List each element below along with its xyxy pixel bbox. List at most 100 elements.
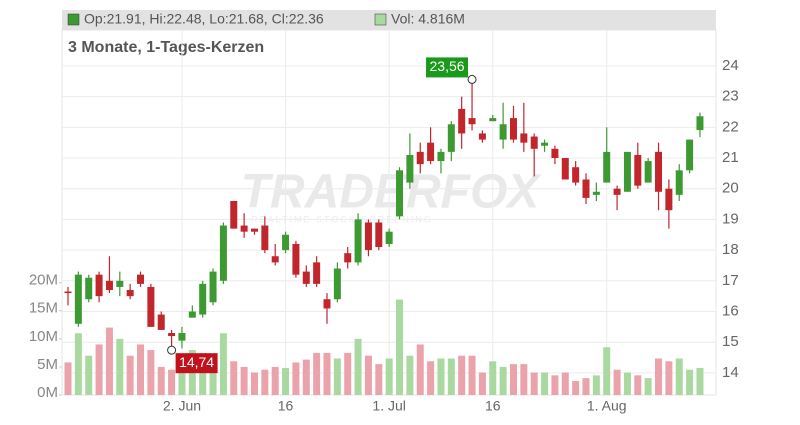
candle-body — [541, 142, 549, 146]
volume-bar — [561, 372, 569, 395]
min-marker — [167, 345, 177, 355]
candle-body — [230, 200, 238, 229]
volume-bar — [116, 338, 124, 395]
candle-body — [313, 262, 321, 284]
candle-body — [344, 253, 352, 263]
volume-bar — [447, 358, 455, 395]
volume-bar — [396, 299, 404, 395]
candle-body — [157, 314, 165, 330]
candle-body — [675, 170, 683, 195]
volume-bar — [219, 333, 227, 395]
candle-body — [499, 124, 507, 140]
volume-bar — [572, 380, 580, 395]
candle-body — [572, 167, 580, 183]
y-tick-label: 15 — [722, 333, 739, 350]
volume-bar — [333, 358, 341, 395]
candle-body — [447, 124, 455, 152]
legend-volume: Vol: 4.816M — [391, 11, 465, 27]
volume-bar — [364, 355, 372, 395]
candle-body — [613, 188, 621, 195]
candle-body — [406, 154, 414, 183]
watermark: TRADERFOX — [241, 166, 543, 219]
volume-bar — [634, 375, 642, 395]
x-tick-label: 16 — [278, 398, 294, 414]
candle-body — [137, 274, 145, 284]
candle-body — [458, 108, 466, 134]
candle-body — [603, 151, 611, 183]
y-tick-label: 22 — [722, 118, 739, 135]
y2-tick-label: 20M — [29, 272, 58, 289]
y2-tick-label: 10M — [29, 328, 58, 345]
volume-bar — [686, 369, 694, 395]
volume-bar — [105, 327, 113, 395]
volume-bar — [250, 372, 258, 395]
volume-bar — [292, 362, 300, 395]
y-tick-label: 23 — [722, 88, 739, 105]
candle-body — [375, 222, 383, 248]
candle-body — [85, 277, 93, 300]
max-label-box — [426, 57, 469, 78]
candle-body — [209, 271, 217, 303]
volume-bar — [499, 366, 507, 395]
volume-bar — [613, 369, 621, 395]
x-tick-label: 1. Jul — [372, 398, 405, 414]
candle-body — [116, 280, 124, 287]
min-label-box — [175, 353, 218, 374]
volume-bar — [230, 361, 238, 395]
volume-bar — [509, 364, 517, 395]
volume-bar — [458, 355, 466, 395]
candle-body — [478, 133, 486, 140]
volume-bar — [147, 350, 155, 395]
volume-bar — [137, 344, 145, 395]
candle-body — [644, 161, 652, 183]
y-tick-label: 18 — [722, 241, 739, 258]
candle-body — [396, 170, 404, 217]
candle-body — [696, 116, 704, 131]
legend-bar — [62, 10, 716, 30]
volume-bar — [126, 355, 134, 395]
volume-bar — [157, 366, 165, 395]
volume-bar — [696, 367, 704, 395]
legend-swatch — [374, 13, 387, 26]
volume-bar — [209, 355, 217, 395]
volume-bar — [344, 352, 352, 395]
candle-body — [147, 286, 155, 327]
volume-bar — [85, 355, 93, 395]
volume-bar — [478, 372, 486, 395]
candle-body — [74, 274, 82, 324]
volume-bar — [427, 361, 435, 395]
candle-body — [520, 133, 528, 143]
candle-body — [686, 139, 694, 171]
candle-body — [95, 274, 103, 297]
candle-body — [427, 142, 435, 162]
candle-body — [364, 222, 372, 251]
y-tick-label: 16 — [722, 302, 739, 319]
volume-bar — [603, 347, 611, 395]
max-marker — [467, 74, 477, 84]
candle-body — [64, 291, 72, 294]
candle-body — [665, 188, 673, 211]
candle-body — [126, 290, 134, 297]
candle-body — [240, 225, 248, 232]
volume-bar — [199, 361, 207, 395]
legend-price: Op:21.91, Hi:22.48, Lo:21.68, Cl:22.36 — [84, 11, 324, 27]
y-tick-label: 21 — [722, 149, 739, 166]
volume-bar — [592, 375, 600, 395]
y2-tick-label: 15M — [29, 300, 58, 317]
volume-bar — [282, 368, 290, 395]
volume-bar — [168, 369, 176, 395]
candle-body — [302, 271, 310, 284]
candle-body — [530, 136, 538, 149]
x-tick-label: 1. Aug — [587, 398, 627, 414]
volume-bar — [468, 355, 476, 395]
candle-body — [271, 256, 279, 263]
y-tick-label: 17 — [722, 272, 739, 289]
candle-body — [582, 179, 590, 198]
candle-body — [261, 225, 269, 251]
y-tick-label: 24 — [722, 57, 739, 74]
candle-body — [168, 332, 176, 337]
volume-bar — [95, 344, 103, 395]
candle-body — [623, 151, 631, 192]
volume-bar — [644, 378, 652, 395]
